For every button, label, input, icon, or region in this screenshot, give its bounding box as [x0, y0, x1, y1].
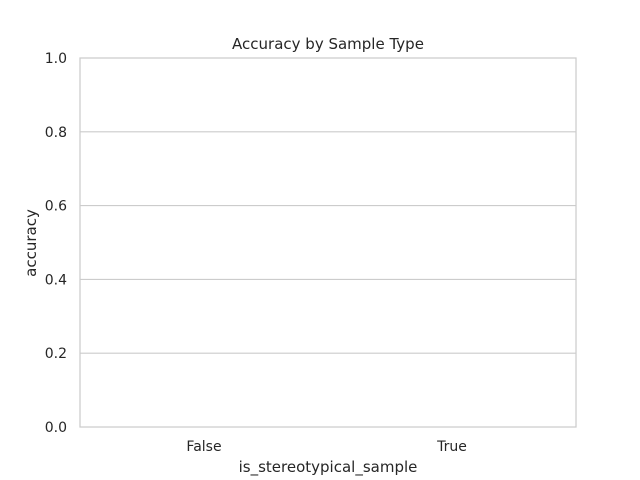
x-tick-labels: False True: [186, 439, 466, 455]
x-axis-label: is_stereotypical_sample: [239, 458, 418, 477]
y-tick-label: 0.4: [45, 272, 67, 288]
grid-lines: [80, 57, 576, 428]
y-tick-label: 0.8: [45, 125, 67, 141]
y-tick-labels: 0.0 0.2 0.4 0.6 0.8 1.0: [45, 51, 67, 436]
y-axis-label: accuracy: [22, 209, 40, 277]
x-tick-label: False: [186, 439, 221, 455]
y-tick-label: 0.0: [45, 420, 67, 436]
y-tick-label: 0.2: [45, 346, 67, 362]
y-tick-label: 1.0: [45, 51, 67, 67]
chart-title: Accuracy by Sample Type: [232, 35, 424, 53]
plot-frame: [79, 57, 577, 428]
x-tick-label: True: [436, 439, 467, 455]
y-tick-label: 0.6: [45, 199, 67, 215]
